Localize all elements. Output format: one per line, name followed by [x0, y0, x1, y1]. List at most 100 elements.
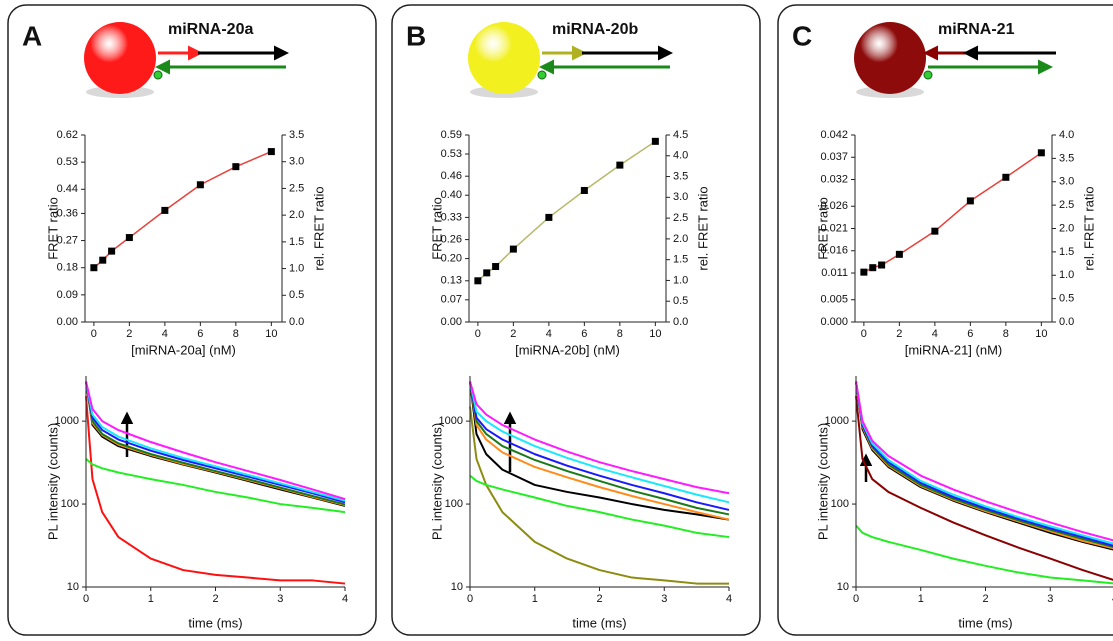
data-point: [232, 163, 240, 171]
panel-frame: [7, 4, 377, 636]
x-tick-label: 4: [342, 593, 348, 605]
y2-tick-label: 3.0: [673, 191, 688, 203]
y-tick-label: 0.33: [441, 211, 462, 223]
panel-frame: [777, 4, 1113, 636]
y2-tick-label: 2.5: [289, 182, 304, 194]
data-point: [895, 250, 903, 258]
dye: [153, 70, 163, 80]
x-tick-label: 8: [1003, 328, 1009, 340]
data-point: [966, 197, 974, 205]
y2-tick-label: 0.0: [1059, 316, 1074, 328]
axis-frame: [468, 135, 667, 323]
y2-tick-label: 2.0: [289, 209, 304, 221]
data-point: [108, 247, 116, 255]
data-point: [1037, 149, 1045, 157]
data-point: [860, 268, 868, 276]
y-tick-label: 0.27: [57, 234, 78, 246]
y-tick-label: 0.032: [820, 173, 848, 185]
data-point: [267, 148, 275, 156]
y-axis-label: FRET ratio: [815, 197, 830, 260]
x-tick-label: 4: [726, 593, 732, 605]
y2-tick-label: 0.5: [289, 289, 304, 301]
y-tick-label: 0.36: [57, 207, 78, 219]
x-tick-label: 4: [1112, 593, 1113, 605]
decay-curve: [469, 474, 730, 539]
panel-letter: A: [22, 20, 42, 51]
x-tick-label: 6: [197, 328, 203, 340]
decay-curve: [855, 381, 1113, 545]
x-tick-label: 2: [982, 593, 988, 605]
y-tick-label: 0.07: [441, 294, 462, 306]
panel-frame: [391, 4, 761, 636]
y2-tick-label: 4.5: [673, 129, 688, 141]
x-tick-label: 8: [233, 328, 239, 340]
x-tick-label: 0: [861, 328, 867, 340]
decay-curve: [469, 381, 730, 504]
y-tick-label: 1000: [55, 415, 79, 427]
y-tick-label: 0.005: [820, 294, 848, 306]
x-tick-label: 4: [932, 328, 938, 340]
data-point: [99, 256, 107, 264]
y2-tick-label: 0.0: [673, 316, 688, 328]
x-tick-label: 1: [918, 593, 924, 605]
y2-tick-label: 1.0: [1059, 269, 1074, 281]
panel-letter: C: [792, 20, 812, 51]
y-tick-label: 0.20: [441, 253, 462, 265]
y-tick-label: 0.26: [441, 233, 462, 245]
y-tick-label: 100: [831, 498, 849, 510]
dye: [537, 70, 547, 80]
x-tick-label: 10: [649, 328, 661, 340]
y2-tick-label: 3.5: [673, 170, 688, 182]
data-point: [161, 206, 169, 214]
x-tick-label: 3: [661, 593, 667, 605]
y2-tick-label: 3.0: [289, 156, 304, 168]
data-point: [580, 186, 588, 194]
y-axis-label: PL intensity (counts): [815, 423, 830, 540]
x-tick-label: 1: [148, 593, 154, 605]
axis-frame: [854, 135, 1053, 323]
y2-tick-label: 1.5: [1059, 246, 1074, 258]
y2-tick-label: 1.5: [289, 236, 304, 248]
y2-tick-label: 4.0: [1059, 129, 1074, 141]
y-tick-label: 0.037: [820, 151, 848, 163]
y-tick-label: 0.000: [820, 316, 848, 328]
y-tick-label: 0.18: [57, 262, 78, 274]
x-tick-label: 2: [212, 593, 218, 605]
data-point: [931, 227, 939, 235]
x-tick-label: 2: [596, 593, 602, 605]
decay-curve: [855, 396, 1113, 581]
decay-curve: [85, 381, 346, 500]
y-axis-label: FRET ratio: [45, 197, 60, 260]
x-axis-label: time (ms): [188, 615, 242, 630]
x-tick-label: 0: [475, 328, 481, 340]
data-point: [483, 269, 491, 277]
x-tick-label: 8: [617, 328, 623, 340]
x-tick-label: 10: [265, 328, 277, 340]
y2-tick-label: 0.5: [1059, 293, 1074, 305]
data-point: [196, 181, 204, 189]
x-tick-label: 6: [581, 328, 587, 340]
y2-axis-label: rel. FRET ratio: [311, 186, 326, 270]
y2-tick-label: 3.5: [1059, 152, 1074, 164]
y-tick-label: 0.00: [441, 316, 462, 328]
data-point: [492, 263, 500, 271]
data-point: [616, 161, 624, 169]
decay-curve: [85, 396, 346, 585]
panel-title: miRNA-20b: [552, 21, 638, 38]
data-point: [545, 213, 553, 221]
x-tick-label: 4: [162, 328, 168, 340]
y-axis-label: FRET ratio: [429, 197, 444, 260]
nanoparticle: [84, 22, 156, 94]
y-tick-label: 0.59: [441, 129, 462, 141]
y2-tick-label: 3.0: [1059, 176, 1074, 188]
decay-curve: [469, 381, 730, 521]
data-point: [869, 264, 877, 272]
y2-tick-label: 2.5: [673, 212, 688, 224]
x-tick-label: 4: [546, 328, 552, 340]
y2-tick-label: 1.5: [673, 254, 688, 266]
fit-line: [477, 140, 656, 282]
x-tick-label: 2: [126, 328, 132, 340]
y2-tick-label: 0.0: [289, 316, 304, 328]
x-axis-label: time (ms): [572, 615, 626, 630]
